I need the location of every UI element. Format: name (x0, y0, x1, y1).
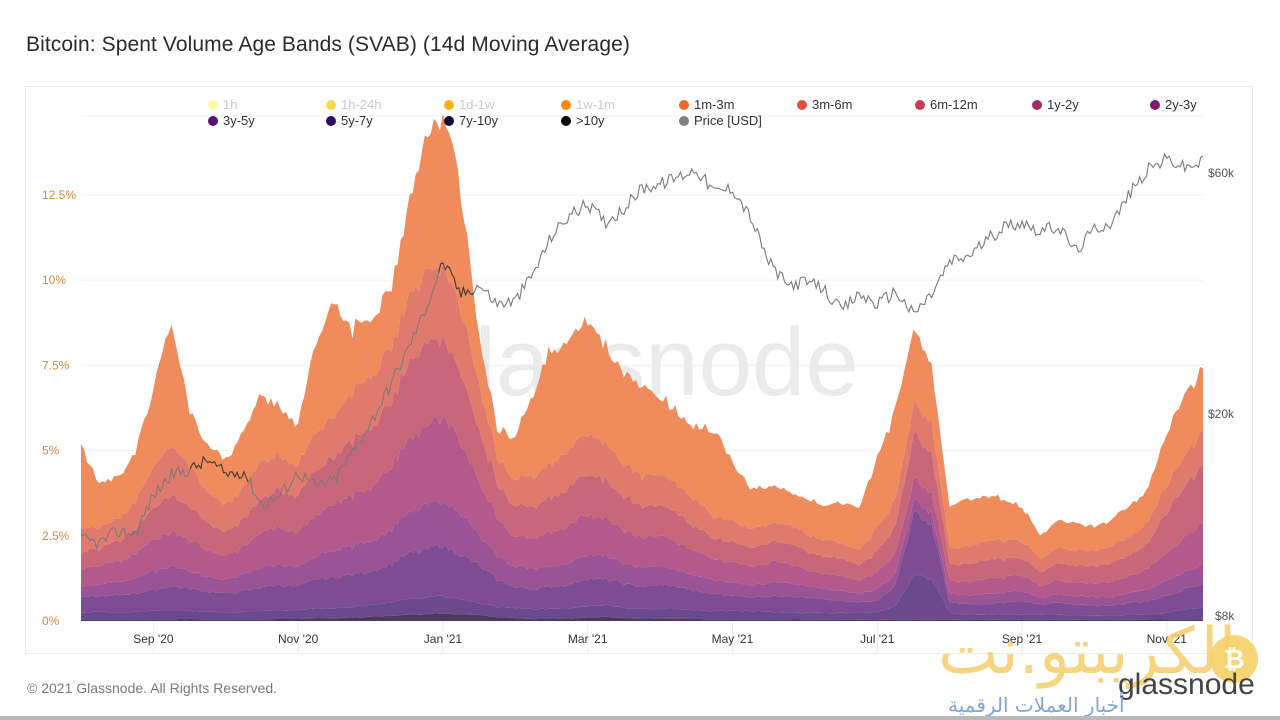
legend-item-5y-7y[interactable]: 5y-7y (326, 113, 373, 128)
arabic-site-watermark: الكريبتو.نت (938, 615, 1237, 689)
legend-label: 1h-24h (341, 97, 382, 112)
bottom-border (0, 716, 1280, 720)
y-right-tick-label: $8k (1215, 609, 1235, 623)
x-tick-label: Sep '21 (1002, 632, 1043, 646)
bitcoin-logo-icon: ₿ (1210, 635, 1258, 683)
x-tick-label: Jul '21 (860, 632, 895, 646)
price-line (80, 152, 1204, 551)
area-band-5y-7y (81, 574, 1203, 620)
x-tick-label: Nov '20 (278, 632, 319, 646)
chart-legend: 1h 1h-24h 1d-1w 1w-1m 1m-3m 3m-6m 6m-12m 1y-2y 2… (0, 0, 1280, 130)
legend-label: Price [USD] (694, 113, 762, 128)
legend-dot-icon (561, 99, 571, 110)
legend-item-3m-6m[interactable]: 3m-6m (797, 97, 852, 112)
legend-label: 3y-5y (223, 113, 255, 128)
legend-dot-icon (444, 99, 454, 110)
legend-dot-icon (679, 99, 689, 110)
legend-label: 3m-6m (812, 97, 853, 112)
legend-dot-icon (326, 99, 336, 110)
legend-dot-icon (444, 115, 454, 126)
y-left-tick-label: 7.5% (42, 358, 70, 372)
legend-label: 5y-7y (341, 113, 373, 128)
y-left-tick-label: 10% (42, 273, 66, 287)
legend-label: 6m-12m (930, 97, 978, 112)
x-tick-label: May '21 (712, 632, 754, 646)
y-left-tick-label: 0% (42, 614, 60, 628)
legend-label: 1y-2y (1047, 97, 1079, 112)
legend-label: 1m-3m (694, 97, 735, 112)
legend-label: 7y-10y (459, 113, 499, 128)
x-tick-label: Nov '21 (1147, 632, 1188, 646)
stacked-areas (81, 113, 1203, 621)
x-axis: Sep '20 Nov '20 Jan '21 Mar '21 May '21 Jul '… (133, 632, 1187, 646)
legend-dot-icon (915, 99, 925, 110)
legend-item-1d-1w[interactable]: 1d-1w (444, 97, 494, 112)
x-tick-label: Jan '21 (424, 632, 463, 646)
y-axis-left: 0% 2.5% 5% 7.5% 10% 12.5% (42, 188, 76, 628)
legend-item-1h-24h[interactable]: 1h-24h (326, 97, 381, 112)
legend-item-3y-5y[interactable]: 3y-5y (208, 113, 255, 128)
area-band-1m-3m (81, 113, 1203, 560)
area-band-2y-3y (81, 498, 1203, 607)
legend-item-10y[interactable]: >10y (561, 113, 605, 128)
x-tick-label: Mar '21 (568, 632, 608, 646)
y-left-tick-label: 2.5% (42, 529, 70, 543)
glassnode-brand-watermark: glassnode (1118, 668, 1255, 701)
legend-dot-icon (326, 115, 336, 126)
arabic-subtitle-watermark: أخبار العملات الرقمية (948, 693, 1125, 717)
legend-dot-icon (797, 99, 807, 110)
legend-dot-icon (561, 115, 571, 126)
area-band-1y-2y (81, 417, 1203, 598)
page-title: Bitcoin: Spent Volume Age Bands (SVAB) (… (26, 33, 630, 56)
copyright-footer: © 2021 Glassnode. All Rights Reserved. (27, 680, 278, 696)
y-left-tick-label: 12.5% (42, 188, 76, 202)
legend-label: >10y (576, 113, 605, 128)
legend-item-2y-3y[interactable]: 2y-3y (1150, 97, 1197, 112)
chart-frame (25, 86, 1253, 654)
y-right-tick-label: $60k (1208, 166, 1235, 180)
legend-item-6m-12m[interactable]: 6m-12m (915, 97, 978, 112)
legend-item-1m-3m[interactable]: 1m-3m (679, 97, 734, 112)
legend-dot-icon (1150, 99, 1160, 110)
y-right-tick-label: $20k (1208, 407, 1235, 421)
legend-dot-icon (1032, 99, 1042, 110)
area-band-6m-12m (81, 335, 1203, 586)
y-left-tick-label: 5% (42, 444, 60, 458)
legend-item-price-usd[interactable]: Price [USD] (679, 113, 762, 128)
legend-dot-icon (679, 115, 689, 126)
legend-item-1h[interactable]: 1h (208, 97, 237, 112)
legend-label: 2y-3y (1165, 97, 1197, 112)
legend-item-1y-2y[interactable]: 1y-2y (1032, 97, 1079, 112)
legend-dot-icon (208, 115, 218, 126)
price-line-group (80, 152, 1204, 551)
legend-label: 1h (223, 97, 238, 112)
legend-label: 1d-1w (459, 97, 495, 112)
area-band-3y-5y (81, 511, 1203, 616)
area-band-7y-10y- (81, 613, 1203, 621)
y-axis-right: $8k $20k $60k (1208, 166, 1235, 623)
x-tick-label: Sep '20 (133, 632, 174, 646)
legend-item-7y-10y[interactable]: 7y-10y (444, 113, 498, 128)
legend-item-1w-1m[interactable]: 1w-1m (561, 97, 615, 112)
legend-label: 1w-1m (576, 97, 616, 112)
legend-dot-icon (208, 99, 218, 110)
